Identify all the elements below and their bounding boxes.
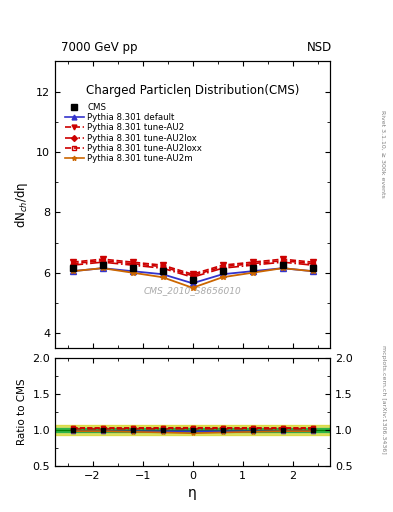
X-axis label: η: η: [188, 486, 197, 500]
Bar: [55, 428, 330, 432]
Text: Rivet 3.1.10, ≥ 300k events: Rivet 3.1.10, ≥ 300k events: [381, 110, 386, 198]
Y-axis label: Ratio to CMS: Ratio to CMS: [17, 379, 27, 445]
Legend: CMS, Pythia 8.301 default, Pythia 8.301 tune-AU2, Pythia 8.301 tune-AU2lox, Pyth: CMS, Pythia 8.301 default, Pythia 8.301 …: [62, 100, 204, 166]
Bar: [55, 425, 330, 435]
Y-axis label: dN$_{ch}$/dη: dN$_{ch}$/dη: [13, 182, 31, 228]
Text: mcplots.cern.ch [arXiv:1306.3436]: mcplots.cern.ch [arXiv:1306.3436]: [381, 345, 386, 454]
Text: CMS_2010_S8656010: CMS_2010_S8656010: [144, 286, 241, 295]
Text: 7000 GeV pp: 7000 GeV pp: [61, 41, 138, 54]
Text: Charged Particleη Distribution(CMS): Charged Particleη Distribution(CMS): [86, 84, 299, 97]
Text: NSD: NSD: [307, 41, 332, 54]
